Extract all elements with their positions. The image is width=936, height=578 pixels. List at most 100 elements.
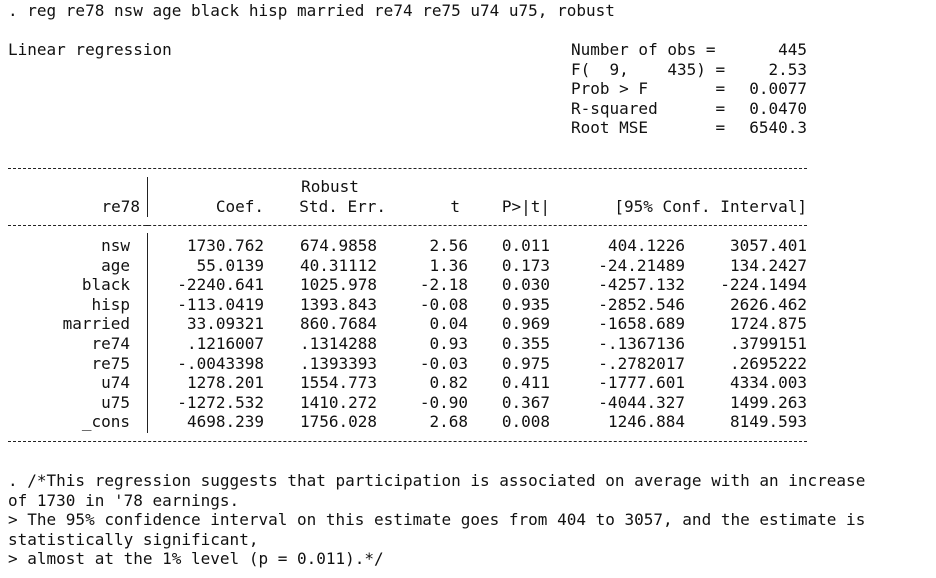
row-var-name: u74	[101, 373, 130, 393]
table-header-rule-cross	[144, 225, 150, 226]
row-var-name: re74	[91, 334, 130, 353]
cell-ci-low: -4257.132	[598, 275, 685, 295]
table-top-rule	[8, 168, 807, 169]
cell-std-err: 1025.978	[299, 275, 377, 295]
cell-coef: 55.0139	[196, 255, 264, 275]
stat-value: 0.0470	[749, 98, 807, 118]
cell-coef: 33.09321	[186, 314, 264, 334]
row-var-name: _cons	[81, 412, 130, 432]
col-header-coef: Coef.	[215, 197, 264, 216]
cell-std-err: 1756.028	[299, 412, 377, 432]
cell-coef: 1730.762	[186, 236, 264, 255]
cell-ci-low: -4044.327	[598, 392, 685, 412]
cell-p: 0.173	[501, 255, 550, 275]
comment-line: statistically significant,	[8, 529, 259, 549]
cell-t: -0.03	[419, 353, 468, 373]
row-var-name: nsw	[101, 236, 130, 255]
cell-p: 0.969	[501, 314, 550, 334]
stat-value: 2.53	[768, 59, 807, 79]
cell-p: 0.975	[501, 353, 550, 373]
cell-std-err: 860.7684	[299, 314, 377, 334]
cell-std-err: 1393.843	[299, 294, 377, 314]
table-header-rule	[8, 225, 807, 226]
cell-std-err: 1410.272	[299, 392, 377, 412]
command-line: . reg re78 nsw age black hisp married re…	[8, 1, 615, 20]
col-header-ci: [95% Conf. Interval]	[614, 197, 807, 216]
table-vertical-rule-header	[147, 177, 148, 217]
cell-p: 0.411	[501, 373, 550, 393]
cell-ci-high: -224.1494	[720, 275, 807, 295]
cell-ci-low: -2852.546	[598, 294, 685, 314]
cell-ci-low: -.1367136	[598, 334, 685, 353]
cell-p: 0.355	[501, 334, 550, 353]
cell-ci-high: 8149.593	[729, 412, 807, 432]
stat-label: F( 9, 435) =	[571, 59, 726, 79]
depvar-label: re78	[101, 197, 140, 216]
cell-std-err: 40.31112	[299, 255, 377, 275]
cell-ci-high: .2695222	[729, 353, 807, 373]
cell-t: 2.56	[429, 236, 468, 255]
cell-t: 1.36	[429, 255, 468, 275]
comment-line: > almost at the 1% level (p = 0.011).*/	[8, 549, 384, 569]
cell-t: 2.68	[429, 412, 468, 432]
cell-p: 0.011	[501, 236, 550, 255]
cell-p: 0.935	[501, 294, 550, 314]
cell-t: 0.04	[429, 314, 468, 334]
cell-t: -2.18	[419, 275, 468, 295]
cell-ci-low: -1777.601	[598, 373, 685, 393]
cell-coef: 1278.201	[186, 373, 264, 393]
stat-value: 0.0077	[749, 79, 807, 99]
stat-label: R-squared =	[571, 98, 726, 118]
table-vertical-rule-body	[147, 233, 148, 433]
stat-label: Prob > F =	[571, 79, 726, 99]
row-var-name: married	[62, 314, 130, 334]
cell-ci-high: 134.2427	[729, 255, 807, 275]
cell-coef: -.0043398	[177, 353, 264, 373]
cell-ci-high: .3799151	[729, 334, 807, 353]
cell-t: 0.82	[429, 373, 468, 393]
cell-coef: .1216007	[186, 334, 264, 353]
robust-header: Robust	[301, 177, 359, 196]
cell-coef: -2240.641	[177, 275, 264, 295]
table-bottom-rule	[8, 441, 807, 442]
row-var-name: re75	[91, 353, 130, 373]
cell-p: 0.367	[501, 392, 550, 412]
cell-t: -0.90	[419, 392, 468, 412]
col-header-se: Std. Err.	[299, 197, 386, 216]
cell-ci-high: 4334.003	[729, 373, 807, 393]
cell-ci-low: 404.1226	[607, 236, 685, 255]
cell-std-err: 674.9858	[299, 236, 377, 255]
cell-ci-low: -.2782017	[598, 353, 685, 373]
comment-line: of 1730 in '78 earnings.	[8, 490, 240, 510]
cell-t: 0.93	[429, 334, 468, 353]
cell-p: 0.008	[501, 412, 550, 432]
cell-ci-low: -24.21489	[598, 255, 685, 275]
cell-ci-low: -1658.689	[598, 314, 685, 334]
stat-value: 6540.3	[749, 118, 807, 138]
cell-t: -0.08	[419, 294, 468, 314]
cell-std-err: 1554.773	[299, 373, 377, 393]
cell-coef: 4698.239	[186, 412, 264, 432]
model-title: Linear regression	[8, 40, 172, 59]
cell-std-err: .1314288	[299, 334, 377, 353]
stat-label: Number of obs =	[571, 40, 716, 59]
cell-coef: -1272.532	[177, 392, 264, 412]
cell-coef: -113.0419	[177, 294, 264, 314]
comment-line: . /*This regression suggests that partic…	[8, 471, 866, 490]
cell-std-err: .1393393	[299, 353, 377, 373]
stat-label: Root MSE =	[571, 118, 726, 138]
row-var-name: age	[101, 255, 130, 275]
cell-ci-low: 1246.884	[607, 412, 685, 432]
col-header-p: P>|t|	[501, 197, 550, 216]
cell-ci-high: 3057.401	[729, 236, 807, 255]
row-var-name: black	[81, 275, 130, 295]
cell-ci-high: 1724.875	[729, 314, 807, 334]
cell-ci-high: 2626.462	[729, 294, 807, 314]
row-var-name: hisp	[91, 294, 130, 314]
row-var-name: u75	[101, 392, 130, 412]
cell-p: 0.030	[501, 275, 550, 295]
stat-value: 445	[778, 40, 807, 59]
col-header-t: t	[450, 197, 460, 216]
cell-ci-high: 1499.263	[729, 392, 807, 412]
comment-line: > The 95% confidence interval on this es…	[8, 510, 866, 530]
